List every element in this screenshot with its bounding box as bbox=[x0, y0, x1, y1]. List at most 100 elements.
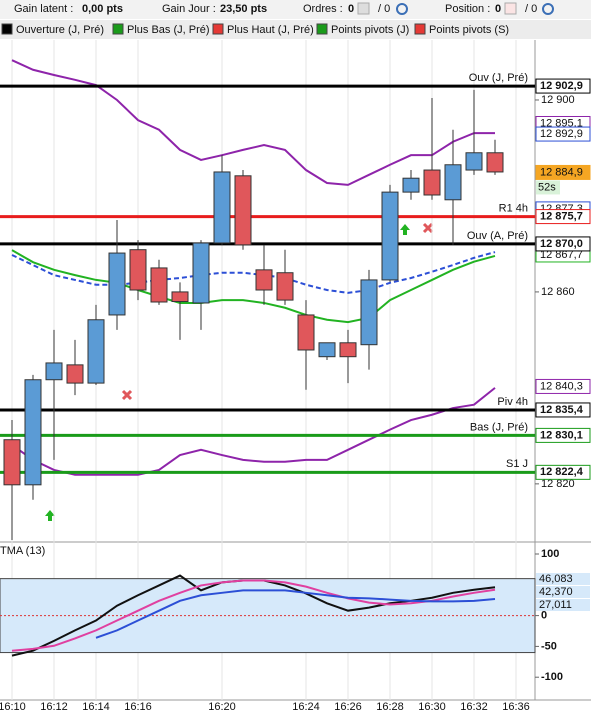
ordres-label: Ordres : bbox=[303, 3, 343, 15]
candle-body bbox=[444, 164, 462, 201]
level-label: Piv 4h bbox=[497, 396, 528, 408]
buy-signal bbox=[400, 224, 410, 235]
sell-signal bbox=[422, 222, 434, 234]
candle-body bbox=[360, 279, 378, 346]
legend-swatch bbox=[1, 23, 13, 35]
level-label: Ouv (A, Pré) bbox=[467, 230, 528, 242]
level-label: Ouv (J, Pré) bbox=[469, 72, 528, 84]
price-tag bbox=[535, 164, 591, 180]
legend-swatch bbox=[212, 23, 224, 35]
level-tag bbox=[535, 402, 591, 418]
y-tick-label: -50 bbox=[541, 640, 557, 652]
legend-bar bbox=[0, 20, 591, 39]
price-tag-label: 12 840,3 bbox=[540, 380, 583, 392]
level-tag-label: 12 875,7 bbox=[540, 210, 583, 222]
candle-body bbox=[108, 252, 126, 316]
level-tag bbox=[535, 236, 591, 252]
position-button[interactable] bbox=[504, 2, 517, 15]
sell-signal bbox=[121, 389, 133, 401]
gain-jour-label: Gain Jour : bbox=[162, 3, 216, 15]
countdown: 52s bbox=[538, 181, 556, 193]
level-label: R1 4h bbox=[499, 202, 528, 214]
indicator-line bbox=[11, 387, 496, 476]
x-tick-label: 16:14 bbox=[82, 701, 110, 713]
y-tick-label: -100 bbox=[541, 671, 563, 683]
candle-body bbox=[45, 362, 63, 381]
legend-label: Plus Haut (J, Pré) bbox=[227, 24, 314, 36]
candle-body bbox=[234, 175, 252, 246]
price-tag bbox=[535, 126, 591, 142]
toolbar bbox=[0, 0, 591, 19]
candle-body bbox=[66, 364, 84, 384]
position: 0 bbox=[495, 3, 501, 15]
x-tick-label: 16:28 bbox=[376, 701, 404, 713]
price-tag-label: 12 895,1 bbox=[540, 117, 583, 129]
ordres-total: / 0 bbox=[378, 3, 390, 15]
gain-latent-label: Gain latent : bbox=[14, 3, 73, 15]
candle-body bbox=[24, 379, 42, 486]
panel-title: TMA (13) bbox=[0, 545, 45, 557]
candle-body bbox=[213, 171, 231, 244]
level-tag bbox=[535, 427, 591, 443]
price-tag-label: 12 892,9 bbox=[540, 128, 583, 140]
x-tick-label: 16:26 bbox=[334, 701, 362, 713]
gain-jour: 23,50 pts bbox=[220, 3, 267, 15]
candle-body bbox=[381, 191, 399, 281]
settings-icon[interactable] bbox=[542, 3, 554, 15]
x-tick-label: 16:20 bbox=[208, 701, 236, 713]
y-tick-label: 0 bbox=[541, 610, 547, 622]
settings-icon[interactable] bbox=[396, 3, 408, 15]
gain-latent: 0,00 pts bbox=[82, 3, 123, 15]
legend-label: Points pivots (S) bbox=[429, 24, 509, 36]
value-tag-label: 42,370 bbox=[539, 586, 573, 598]
legend-swatch bbox=[316, 23, 328, 35]
legend-label: Ouverture (J, Pré) bbox=[16, 24, 104, 36]
x-tick-label: 16:24 bbox=[292, 701, 320, 713]
legend-swatch bbox=[414, 23, 426, 35]
legend-swatch bbox=[112, 23, 124, 35]
level-label: Bas (J, Pré) bbox=[470, 421, 528, 433]
level-tag-label: 12 822,4 bbox=[540, 466, 584, 478]
value-tag-label: 46,083 bbox=[539, 573, 573, 585]
candle-body bbox=[171, 291, 189, 303]
candle-body bbox=[318, 342, 336, 358]
candle-body bbox=[87, 319, 105, 384]
level-tag-label: 12 835,4 bbox=[540, 404, 584, 416]
candle-body bbox=[129, 249, 147, 291]
buy-signal bbox=[45, 510, 55, 521]
candle-body bbox=[297, 314, 315, 351]
position-total: / 0 bbox=[525, 3, 537, 15]
order-button[interactable] bbox=[357, 2, 370, 15]
y-tick-label: 12 900 bbox=[541, 94, 575, 106]
candle-body bbox=[339, 342, 357, 358]
level-tag bbox=[535, 78, 591, 94]
indicator-line bbox=[11, 59, 495, 186]
value-tag bbox=[536, 599, 590, 611]
indicator-line bbox=[11, 249, 496, 324]
legend-label: Plus Bas (J, Pré) bbox=[127, 24, 210, 36]
level-tag bbox=[535, 464, 591, 480]
level-tag bbox=[535, 209, 591, 225]
value-tag bbox=[536, 573, 590, 585]
value-tag bbox=[536, 586, 590, 598]
indicator-line bbox=[11, 579, 496, 652]
x-tick-label: 16:12 bbox=[40, 701, 68, 713]
x-tick-label: 16:10 bbox=[0, 701, 26, 713]
level-tag-label: 12 870,0 bbox=[540, 238, 583, 250]
y-tick-label: 12 820 bbox=[541, 478, 575, 490]
indicator-line bbox=[95, 589, 496, 639]
x-tick-label: 16:36 bbox=[502, 701, 530, 713]
y-tick-label: 12 860 bbox=[541, 286, 575, 298]
candle-body bbox=[486, 152, 504, 173]
candle-body bbox=[150, 267, 168, 303]
x-tick-label: 16:30 bbox=[418, 701, 446, 713]
price-tag bbox=[535, 378, 591, 394]
level-tag-label: 12 902,9 bbox=[540, 80, 583, 92]
countdown-box bbox=[536, 180, 560, 195]
candle-body bbox=[276, 272, 294, 301]
ordres: 0 bbox=[348, 3, 354, 15]
candle-body bbox=[465, 152, 483, 171]
price-tag-label: 12 867,7 bbox=[540, 249, 583, 261]
candle-body bbox=[423, 169, 441, 196]
